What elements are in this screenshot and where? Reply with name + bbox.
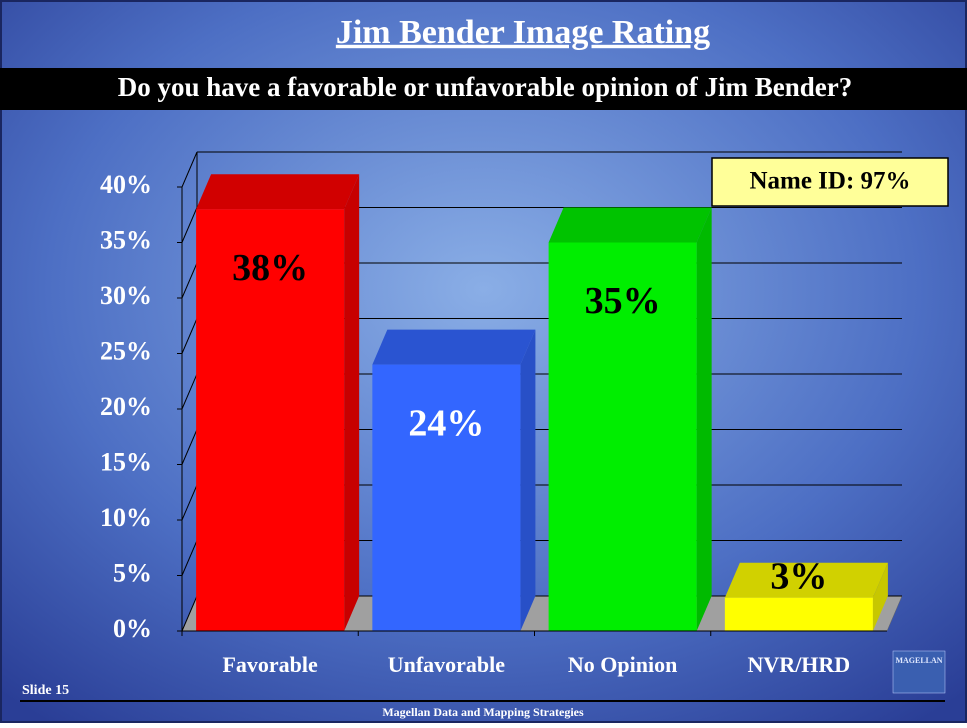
side-grid-line xyxy=(181,484,198,521)
logo xyxy=(892,650,946,694)
y-tick-label: 20% xyxy=(100,392,152,421)
bar-top xyxy=(196,174,360,210)
y-tick-label: 30% xyxy=(100,281,152,310)
x-tick-label: NVR/HRD xyxy=(748,652,851,677)
side-grid-line xyxy=(181,262,198,299)
footer-company: Magellan Data and Mapping Strategies xyxy=(382,705,584,719)
bar-top xyxy=(548,207,712,243)
bar-side xyxy=(696,207,712,631)
bar-side xyxy=(872,562,888,631)
value-label: 38% xyxy=(232,247,308,289)
value-label: 35% xyxy=(585,280,661,322)
annotation-box xyxy=(711,157,949,207)
bar xyxy=(548,242,697,631)
value-label: 24% xyxy=(408,402,484,444)
side-grid-line xyxy=(181,207,198,243)
y-tick-label: 10% xyxy=(100,503,152,532)
bar xyxy=(724,597,873,631)
x-tick-label: No Opinion xyxy=(568,652,677,677)
subtitle: Do you have a favorable or unfavorable o… xyxy=(118,72,853,102)
y-tick-label: 35% xyxy=(100,225,152,254)
y-tick-label: 5% xyxy=(113,558,152,587)
bar-side xyxy=(520,329,536,631)
logo-text: MAGELLAN xyxy=(895,656,942,665)
value-label: 3% xyxy=(770,555,827,597)
slide-number: Slide 15 xyxy=(22,683,69,698)
y-tick-label: 0% xyxy=(113,614,152,643)
bar-top xyxy=(372,329,536,365)
subtitle-band xyxy=(0,68,967,110)
y-tick-label: 40% xyxy=(100,170,152,199)
bar-side xyxy=(344,174,360,631)
side-grid-line xyxy=(181,373,198,410)
bar-top xyxy=(724,562,888,598)
annotation: Name ID: 97% xyxy=(749,168,910,195)
y-tick-label: 15% xyxy=(100,447,152,476)
y-tick-label: 25% xyxy=(100,336,152,365)
bar xyxy=(372,364,521,631)
plot: 0% 5% 10% 15% 20% 25% 30% 35% 40% Favorable 38% Unf… xyxy=(100,151,903,677)
side-grid-line xyxy=(181,540,198,576)
x-tick-label: Favorable xyxy=(222,652,318,677)
x-tick-label: Unfavorable xyxy=(388,652,506,677)
side-grid-line xyxy=(181,595,198,632)
bar xyxy=(196,209,345,631)
side-grid-line xyxy=(181,318,198,354)
side-grid-line xyxy=(181,151,198,188)
side-grid-line xyxy=(181,429,198,465)
title: Jim Bender Image Rating xyxy=(336,14,710,51)
